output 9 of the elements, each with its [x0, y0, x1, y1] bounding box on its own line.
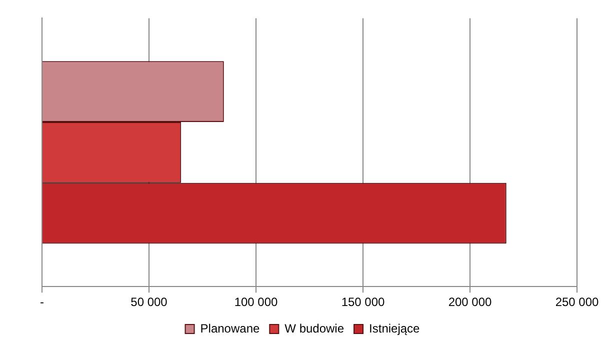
x-tick-label: - [40, 295, 44, 310]
x-tick-label: 100 000 [234, 295, 278, 310]
x-tick-label: 150 000 [341, 295, 386, 310]
x-tick-label: 50 000 [130, 295, 168, 310]
legend-label: W budowie [284, 321, 344, 336]
legend-label: Istniejące [369, 321, 420, 336]
x-tick-label: 250 000 [555, 295, 600, 310]
x-tick-label: 200 000 [448, 295, 492, 310]
legend-label: Planowane [200, 321, 260, 336]
